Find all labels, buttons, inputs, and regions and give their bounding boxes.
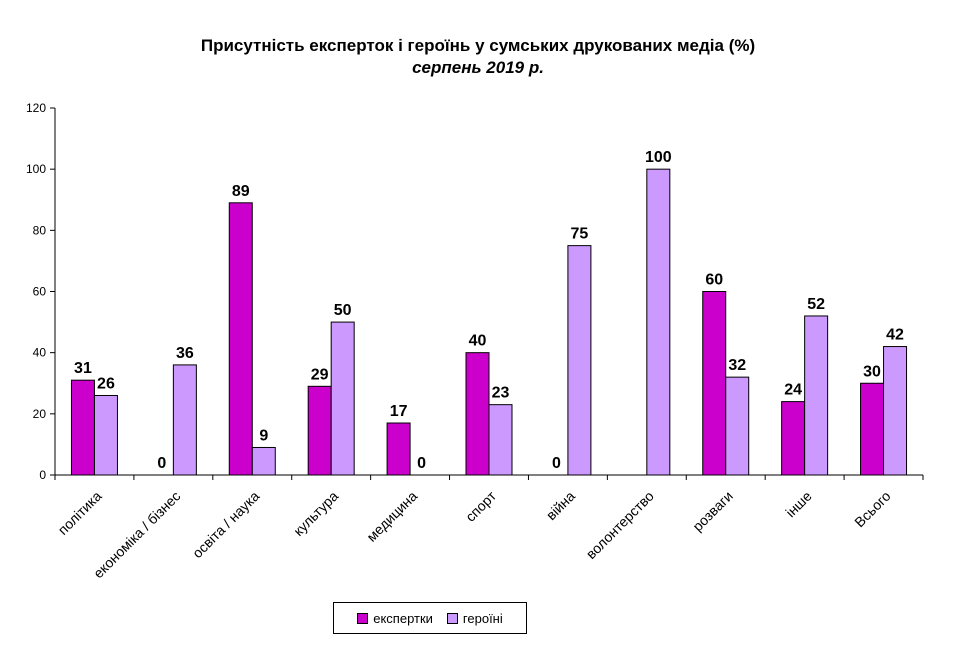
x-tick-label: економіка / бізнес: [90, 488, 183, 581]
data-label: 17: [390, 403, 408, 420]
x-tick-label: спорт: [462, 487, 499, 524]
data-label: 30: [863, 363, 881, 380]
legend-item-series2: героїні: [446, 610, 503, 626]
bar-series2: [567, 245, 592, 476]
data-label: 0: [157, 455, 166, 472]
legend-label-series1: експертки: [373, 610, 433, 626]
data-label: 0: [552, 455, 561, 472]
bar-series1: [70, 379, 95, 476]
bar-series1: [860, 382, 885, 476]
bar-series1: [781, 401, 806, 476]
data-label: 50: [334, 302, 352, 319]
data-label: 0: [417, 455, 426, 472]
bar-series2: [172, 364, 197, 476]
data-label: 26: [97, 375, 115, 392]
bar-series1: [386, 422, 411, 476]
y-tick-label: 120: [26, 101, 46, 115]
chart-subtitle: серпень 2019 р.: [412, 58, 544, 77]
data-label: 89: [232, 183, 250, 200]
data-label: 32: [728, 357, 746, 374]
bar-series1: [465, 352, 490, 476]
data-label: 100: [645, 149, 672, 166]
x-tick-label: політика: [55, 488, 105, 538]
y-tick-label: 80: [33, 223, 47, 237]
bar-series1: [702, 291, 727, 476]
data-label: 36: [176, 345, 194, 362]
y-tick-label: 20: [33, 407, 47, 421]
bar-series2: [93, 394, 118, 476]
bar-series2: [725, 376, 750, 476]
chart-legend: експертки героїні: [333, 602, 527, 634]
x-tick-label: освіта / наука: [189, 488, 262, 561]
data-label: 29: [311, 366, 329, 383]
x-tick-label: медицина: [363, 488, 420, 545]
data-label: 52: [807, 296, 825, 313]
legend-item-series1: експертки: [357, 611, 433, 626]
data-label: 42: [886, 327, 904, 344]
chart-title: Присутність експерток і героїнь у сумськ…: [200, 36, 756, 55]
data-label: 23: [492, 385, 510, 402]
data-label: 31: [74, 360, 92, 377]
data-label: 24: [784, 382, 802, 399]
y-tick-label: 60: [33, 285, 47, 299]
bar-series1: [228, 202, 253, 476]
bar-series2: [804, 315, 829, 476]
data-label: 75: [571, 226, 589, 243]
bar-series2: [646, 168, 671, 476]
y-tick-label: 100: [26, 162, 46, 176]
x-tick-label: волонтерство: [583, 488, 657, 562]
data-label: 40: [469, 333, 487, 350]
x-tick-label: культура: [290, 488, 341, 539]
data-label: 60: [705, 272, 723, 289]
legend-swatch-series1: [357, 612, 369, 624]
bar-series2: [251, 446, 276, 476]
x-tick-label: розваги: [689, 488, 736, 535]
bar-series2: [488, 404, 513, 476]
legend-swatch-series2: [446, 612, 458, 624]
bar-series2: [330, 321, 355, 476]
legend-label-series2: героїні: [462, 610, 503, 626]
y-tick-label: 40: [33, 346, 47, 360]
x-tick-label: Всього: [851, 488, 894, 531]
bar-series2: [883, 346, 908, 476]
x-tick-label: інше: [782, 488, 815, 521]
bar-series1: [307, 385, 332, 476]
x-tick-label: війна: [543, 488, 578, 523]
data-label: 9: [259, 427, 268, 444]
y-tick-label: 0: [39, 468, 46, 482]
